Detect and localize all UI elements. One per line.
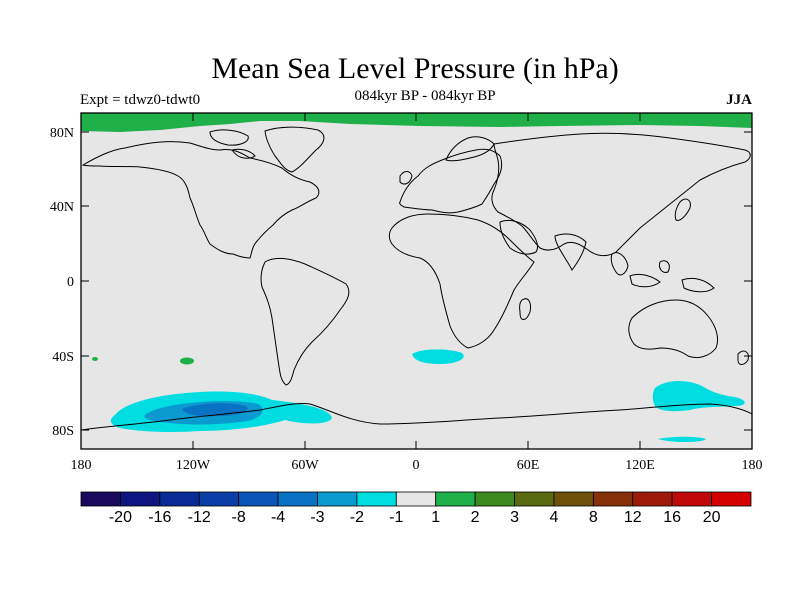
lat-label: 40N — [50, 200, 74, 215]
colorbar-label: -16 — [148, 509, 171, 526]
lat-label: 0 — [67, 275, 74, 290]
south-atlantic-negative-region — [412, 349, 464, 364]
colorbar-label: 1 — [431, 509, 440, 526]
coast-madagascar — [519, 298, 531, 320]
experiment-label: Expt = tdwz0-tdwt0 — [80, 92, 201, 108]
coast-japan — [674, 198, 691, 221]
colorbar-swatch — [592, 491, 634, 507]
coast-australia — [628, 299, 719, 359]
chart-subtitle: 084kyr BP - 084kyr BP — [354, 88, 496, 104]
colorbar-label: 12 — [624, 509, 642, 526]
coast-canadian-islands — [209, 129, 256, 159]
lon-label: 120W — [176, 458, 211, 473]
colorbar-swatch — [277, 491, 318, 507]
colorbar-label: -20 — [109, 509, 132, 526]
coast-south-america — [260, 257, 350, 386]
colorbar-label: -12 — [188, 509, 211, 526]
colorbar-swatch — [317, 491, 358, 507]
coast-new-zealand — [737, 350, 749, 365]
colorbar-swatch — [198, 491, 240, 507]
colorbar-label: -2 — [350, 509, 364, 526]
coast-india — [554, 233, 587, 271]
lon-label: 60E — [517, 458, 540, 473]
axis-ticks — [81, 113, 752, 449]
lat-label: 80N — [50, 126, 74, 141]
colorbar-label: -1 — [389, 509, 403, 526]
coast-north-america — [81, 141, 320, 259]
colorbar-swatch — [435, 491, 476, 507]
colorbar: -20 -16 -12 -8 -4 -3 -2 -1 1 2 3 4 8 12 16 20 — [80, 491, 752, 526]
colorbar-label: 8 — [589, 509, 598, 526]
colorbar-label: 20 — [703, 509, 721, 526]
pressure-anomaly-fills — [81, 113, 752, 442]
colorbar-swatch — [120, 491, 161, 507]
colorbar-swatch — [80, 491, 121, 507]
colorbar-swatch — [395, 491, 437, 507]
colorbar-swatch — [159, 491, 200, 507]
coast-southeast-asia — [610, 252, 715, 293]
arctic-positive-region — [81, 113, 752, 132]
colorbar-swatch — [474, 491, 515, 507]
south-pacific-positive-patch — [180, 357, 194, 365]
lon-label: 60W — [291, 458, 319, 473]
colorbar-swatch — [671, 491, 712, 507]
lat-label: 40S — [52, 350, 74, 365]
colorbar-label: -3 — [310, 509, 324, 526]
colorbar-swatch — [238, 491, 279, 507]
colorbar-label: 4 — [549, 509, 558, 526]
coast-arabia — [499, 219, 539, 255]
colorbar-swatch — [356, 491, 397, 507]
coastlines — [81, 126, 752, 431]
coast-europe — [399, 148, 503, 214]
colorbar-swatch — [711, 491, 752, 507]
australian-negative-region — [652, 381, 745, 412]
lon-label: 120E — [625, 458, 655, 473]
longitude-labels: 180 120W 60W 0 60E 120E 180 — [71, 458, 763, 473]
coast-antarctica — [81, 403, 752, 431]
lon-label: 180 — [742, 458, 763, 473]
lat-label: 80S — [52, 424, 74, 439]
season-label: JJA — [726, 92, 752, 108]
coast-uk — [399, 171, 413, 185]
colorbar-swatch — [514, 491, 555, 507]
south-pacific-positive-dot — [92, 357, 98, 361]
lon-label: 180 — [71, 458, 92, 473]
latitude-labels: 80N 40N 0 40S 80S — [50, 126, 74, 439]
colorbar-label: 16 — [663, 509, 681, 526]
east-antarctic-negative-region — [658, 436, 706, 442]
colorbar-label: -8 — [232, 509, 246, 526]
lon-label: 0 — [413, 458, 420, 473]
colorbar-label: 2 — [471, 509, 480, 526]
chart-title: Mean Sea Level Pressure (in hPa) — [211, 52, 619, 85]
colorbar-label: 3 — [510, 509, 519, 526]
coast-africa — [388, 213, 535, 349]
colorbar-swatch — [553, 491, 594, 507]
colorbar-label: -4 — [271, 509, 285, 526]
coast-greenland — [264, 126, 325, 173]
coast-asia — [491, 132, 751, 257]
colorbar-swatch — [632, 491, 673, 507]
